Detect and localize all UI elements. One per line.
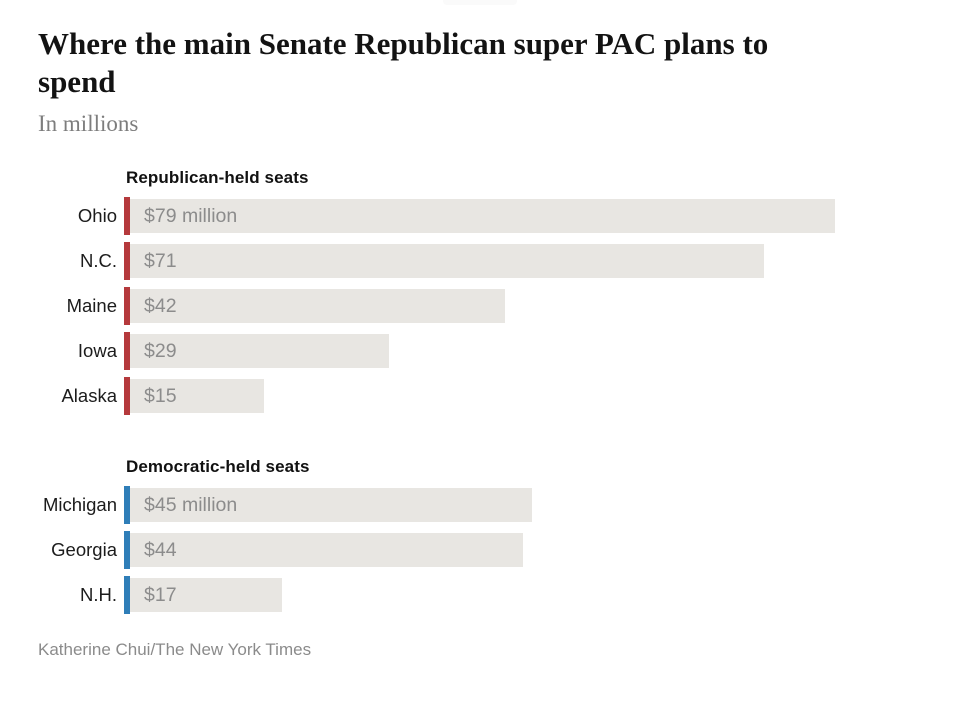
accent-tick: [124, 576, 130, 614]
value-bar: $71: [130, 244, 764, 278]
row-label: Michigan: [42, 494, 117, 515]
accent-tick: [124, 197, 130, 235]
bar-row: Ohio $79 million: [0, 197, 960, 235]
accent-tick: [124, 486, 130, 524]
bar-row: Alaska $15: [0, 377, 960, 415]
row-label: Ohio: [77, 205, 117, 226]
bar-row: Michigan $45 million: [0, 486, 960, 524]
accent-tick: [124, 287, 130, 325]
value-label: $42: [144, 294, 177, 317]
page-title: Where the main Senate Republican super P…: [38, 26, 769, 99]
value-bar: $15: [130, 379, 264, 413]
row-label: Maine: [66, 295, 117, 316]
accent-tick: [124, 531, 130, 569]
top-drag-handle: [443, 0, 517, 5]
value-bar: $29: [130, 334, 389, 368]
value-label: $17: [144, 583, 177, 606]
value-bar: $79 million: [130, 199, 835, 233]
bar-row: N.H. $17: [0, 576, 960, 614]
value-label: $15: [144, 384, 177, 407]
accent-tick: [124, 242, 130, 280]
section-header-republican: Republican-held seats: [126, 168, 309, 187]
bar-chart: Republican-held seats Ohio $79 million N.C…: [0, 168, 960, 614]
value-bar: $44: [130, 533, 523, 567]
section-republican-held: Republican-held seats Ohio $79 million N.C…: [0, 168, 960, 415]
bar-row: Iowa $29: [0, 332, 960, 370]
row-label: Iowa: [77, 340, 117, 361]
section-rows-republican: Ohio $79 million N.C. $71 Maine $42 Iowa $29 Ala…: [0, 197, 960, 415]
row-label: N.H.: [80, 584, 117, 605]
value-label: $71: [144, 249, 177, 272]
bar-row: Georgia $44: [0, 531, 960, 569]
accent-tick: [124, 332, 130, 370]
section-democratic-held: Democratic-held seats Michigan $45 millio…: [0, 457, 960, 614]
section-header-democratic: Democratic-held seats: [126, 457, 310, 476]
chart-subtitle: In millions: [38, 111, 139, 136]
value-label: $44: [144, 538, 177, 561]
row-label: Georgia: [51, 539, 117, 560]
value-bar: $17: [130, 578, 282, 612]
row-label: N.C.: [80, 250, 117, 271]
bar-row: N.C. $71: [0, 242, 960, 280]
accent-tick: [124, 377, 130, 415]
value-bar: $42: [130, 289, 505, 323]
value-bar: $45 million: [130, 488, 532, 522]
bar-row: Maine $42: [0, 287, 960, 325]
value-label: $79 million: [144, 204, 238, 227]
row-label: Alaska: [61, 385, 117, 406]
byline-credit: Katherine Chui/The New York Times: [38, 640, 312, 659]
value-label: $29: [144, 339, 177, 362]
section-rows-democratic: Michigan $45 million Georgia $44 N.H. $17: [0, 486, 960, 614]
value-label: $45 million: [144, 493, 238, 516]
